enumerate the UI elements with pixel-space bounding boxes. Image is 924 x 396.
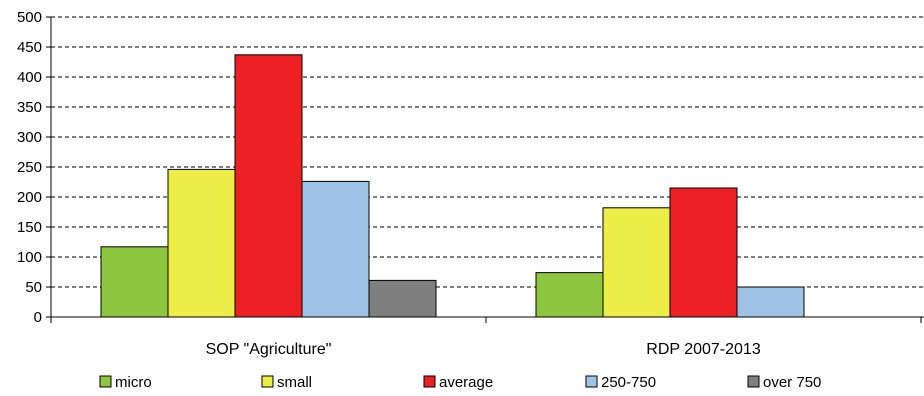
y-tick-label: 150: [17, 219, 42, 236]
bar-micro-0: [100, 246, 169, 318]
legend-item: 250-750: [585, 374, 656, 391]
legend-swatch: [261, 375, 274, 388]
y-tick-label: 350: [17, 99, 42, 116]
legend-swatch: [423, 375, 436, 388]
legend-item: over 750: [747, 374, 821, 391]
legend-item: small: [261, 374, 312, 391]
legend-swatch: [747, 375, 760, 388]
y-tick-label: 200: [17, 189, 42, 206]
legend: micro small average 250-750 over 750: [99, 374, 821, 391]
bar-micro-1: [535, 272, 604, 318]
y-tick-label: 250: [17, 159, 42, 176]
legend-item: micro: [99, 374, 152, 391]
y-tick-label: 50: [25, 279, 42, 296]
bar-small-1: [602, 207, 671, 318]
bar-over-750-0: [368, 279, 437, 318]
gridlines: [46, 16, 924, 318]
category-label: SOP "Agriculture": [206, 341, 332, 358]
legend-label: 250-750: [601, 374, 656, 391]
bars: [100, 54, 805, 318]
bar-250-750-1: [736, 286, 805, 318]
x-axis-category-labels: SOP "Agriculture" RDP 2007-2013: [206, 341, 761, 358]
y-axis-tick-labels: 0 50 100 150 200 250 300 350 400 450 500: [17, 9, 42, 326]
legend-label: small: [277, 374, 312, 391]
legend-swatch: [585, 375, 598, 388]
bar-small-0: [167, 168, 236, 318]
category-label: RDP 2007-2013: [646, 341, 761, 358]
legend-label: average: [439, 374, 493, 391]
bar-average-1: [669, 187, 738, 318]
legend-swatch: [99, 375, 112, 388]
legend-label: over 750: [763, 374, 821, 391]
y-tick-label: 0: [34, 309, 42, 326]
y-tick-label: 400: [17, 69, 42, 86]
y-tick-label: 300: [17, 129, 42, 146]
bar-250-750-0: [301, 180, 370, 318]
y-tick-label: 100: [17, 249, 42, 266]
legend-item: average: [423, 374, 493, 391]
bar-average-0: [234, 54, 303, 318]
y-tick-label: 450: [17, 39, 42, 56]
legend-label: micro: [115, 374, 152, 391]
y-tick-label: 500: [17, 9, 42, 26]
